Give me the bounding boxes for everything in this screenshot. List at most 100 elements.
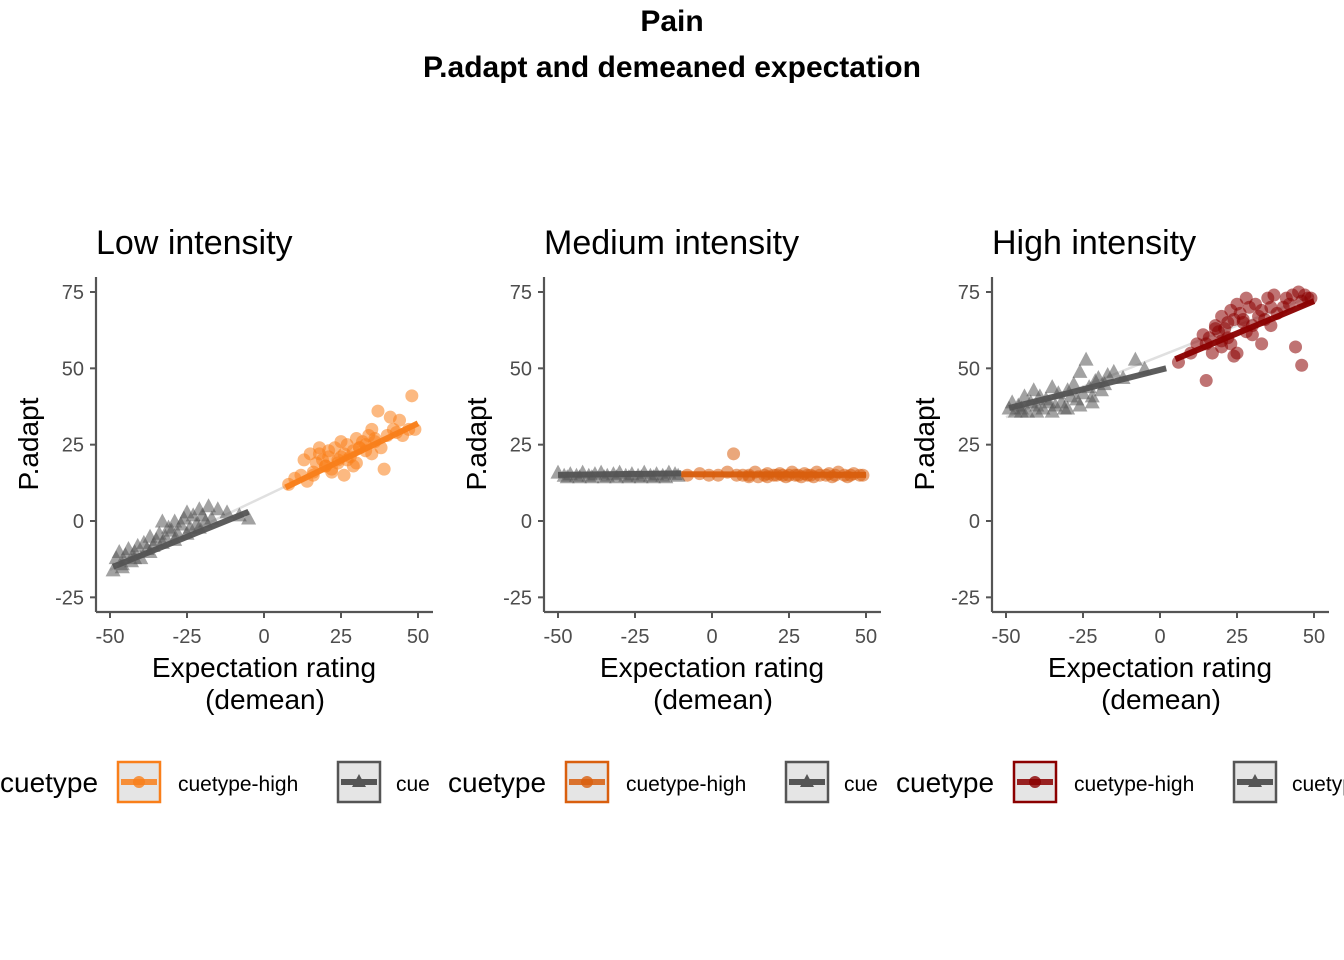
data-point [114, 559, 130, 574]
series-fit-line [111, 509, 250, 570]
data-point [1044, 403, 1060, 418]
legend: cuetype cuetype-high cue [448, 760, 878, 804]
series-fit-line [1008, 365, 1167, 411]
x-axis-label: Expectation rating [152, 652, 376, 683]
figure-title: Pain [640, 5, 704, 38]
data-point [1078, 351, 1094, 366]
legend-label: cue [844, 773, 878, 796]
series-fit-line [1174, 298, 1316, 362]
data-point [1106, 363, 1122, 378]
x-tick-label: 0 [706, 626, 717, 648]
legend-label: cuetype-high [626, 773, 746, 796]
y-tick-label: 25 [510, 435, 532, 457]
y-tick-label: 75 [510, 282, 532, 304]
series-cuetype-low [1001, 351, 1153, 418]
legend-label: cuetype-high [178, 773, 298, 796]
legend-key-triangle-marker [800, 774, 814, 787]
x-tick-label: -25 [1069, 626, 1098, 648]
legend-key-triangle-marker [1248, 774, 1262, 787]
x-tick-label: 0 [258, 626, 269, 648]
y-tick-label: 25 [62, 435, 84, 457]
x-axis-label-line-2: (demean) [205, 684, 325, 715]
y-tick-label: -25 [55, 587, 84, 609]
panel-title: High intensity [992, 224, 1196, 262]
series-cuetype-high [680, 447, 870, 484]
y-tick-label: 75 [958, 282, 980, 304]
x-axis-label-line-2: (demean) [653, 684, 773, 715]
data-point [1072, 363, 1088, 378]
x-tick-label: -50 [544, 626, 573, 648]
data-point [201, 498, 217, 513]
legend-label: cue [396, 773, 430, 796]
legend-title: cuetype [896, 767, 994, 798]
x-tick-label: 50 [855, 626, 877, 648]
y-axis-label: P.adapt [13, 397, 44, 490]
series-fit-line [284, 420, 420, 491]
x-tick-label: -25 [621, 626, 650, 648]
data-point [210, 501, 226, 516]
data-point [204, 510, 220, 525]
x-tick-label: -25 [173, 626, 202, 648]
data-point [393, 413, 407, 427]
data-point [1236, 316, 1250, 330]
data-point [1208, 322, 1222, 336]
chart-panel-1: Low intensity -25 0 25 50 75 -50 -25 0 25 50 Expect… [0, 224, 433, 804]
y-tick-label: -25 [951, 587, 980, 609]
legend-label: cuetype-low [1292, 773, 1344, 796]
data-point [1230, 346, 1244, 360]
data-point [727, 447, 741, 461]
y-axis-label: P.adapt [909, 397, 940, 490]
data-point [349, 456, 363, 470]
chart-panel-3: High intensity -25 0 25 50 75 -50 -25 0 25 50 Expec… [896, 224, 1344, 804]
x-tick-label: 25 [778, 626, 800, 648]
y-tick-label: 0 [521, 511, 532, 533]
data-point [219, 504, 235, 519]
data-point [371, 404, 385, 418]
y-tick-label: 50 [62, 358, 84, 380]
x-tick-label: 0 [1154, 626, 1165, 648]
legend-title: cuetype [0, 767, 98, 798]
data-point [1066, 376, 1082, 391]
data-point [1289, 340, 1303, 354]
data-point [1044, 379, 1060, 394]
x-tick-label: -50 [96, 626, 125, 648]
data-point [337, 468, 351, 482]
x-tick-label: 25 [1226, 626, 1248, 648]
x-tick-label: 50 [407, 626, 429, 648]
data-point [405, 389, 419, 403]
series-fit-line [681, 471, 867, 478]
x-axis-label: Expectation rating [600, 652, 824, 683]
data-point [1026, 382, 1042, 397]
data-point [1295, 358, 1309, 372]
data-point [1060, 400, 1076, 415]
legend-key-circle-marker [1029, 776, 1041, 788]
y-axis-label: P.adapt [461, 397, 492, 490]
y-tick-label: 0 [969, 511, 980, 533]
legend: cuetype cuetype-high cuetype-low [896, 760, 1344, 804]
legend-key-triangle-marker [352, 774, 366, 787]
y-tick-label: -25 [503, 587, 532, 609]
data-point [1199, 374, 1213, 388]
data-point [1072, 397, 1088, 412]
data-point [297, 453, 311, 467]
data-point [1084, 394, 1100, 409]
figure-subtitle: P.adapt and demeaned expectation [423, 51, 921, 84]
legend-label: cuetype-high [1074, 773, 1194, 796]
y-tick-label: 75 [62, 282, 84, 304]
data-point [1255, 337, 1269, 351]
data-point [312, 447, 326, 461]
series-cuetype-high [1171, 285, 1318, 388]
chart-panel-2: Medium intensity -25 0 25 50 75 -50 -25 0 25 50 Exp… [448, 224, 881, 804]
x-axis-label: Expectation rating [1048, 652, 1272, 683]
data-point [377, 462, 391, 476]
x-axis-label-line-2: (demean) [1101, 684, 1221, 715]
x-tick-label: 50 [1303, 626, 1325, 648]
y-tick-label: 0 [73, 511, 84, 533]
legend-title: cuetype [448, 767, 546, 798]
y-tick-label: 50 [958, 358, 980, 380]
legend: cuetype cuetype-high cue [0, 760, 430, 804]
legend-key-circle-marker [133, 776, 145, 788]
data-point [1013, 403, 1029, 418]
data-point [154, 513, 170, 528]
